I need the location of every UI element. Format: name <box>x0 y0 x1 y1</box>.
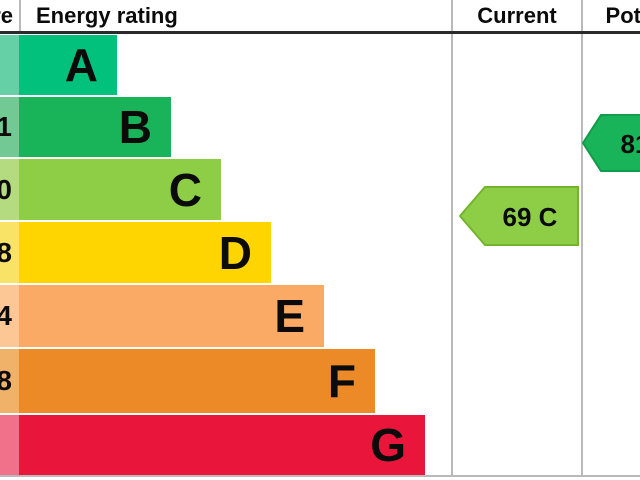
score-cell-a <box>0 35 19 95</box>
current-rating-arrow: 69 C <box>458 186 579 246</box>
band-letter-d: D <box>218 226 252 279</box>
score-value-f: 8 <box>0 365 12 396</box>
score-value-e: 4 <box>0 300 12 331</box>
potential-column-header: Potential <box>605 2 640 28</box>
score-cell-b: 1 <box>0 97 19 157</box>
band-bar-b: B <box>19 97 171 157</box>
current-arrow-shape <box>458 186 579 246</box>
potential-rating-value: 81 B <box>621 129 640 159</box>
band-bar-f: F <box>19 349 375 413</box>
current-column-divider <box>451 0 453 477</box>
band-bar-a: A <box>19 35 117 95</box>
band-bar-e: E <box>19 285 324 347</box>
band-letter-a: A <box>64 39 98 91</box>
header-underline <box>0 31 640 34</box>
potential-arrow-shape <box>581 114 640 172</box>
potential-rating-arrow: 81 B <box>581 114 640 172</box>
score-column-header: Score <box>0 2 13 28</box>
score-cell-d: 8 <box>0 222 19 283</box>
band-bar-c: C <box>19 159 221 220</box>
score-cell-f: 8 <box>0 349 19 413</box>
score-cell-e: 4 <box>0 285 19 347</box>
band-letter-b: B <box>118 101 152 153</box>
current-column-header: Current <box>477 2 557 28</box>
band-bar-d: D <box>19 222 271 283</box>
score-cell-c: 0 <box>0 159 19 220</box>
band-letter-f: F <box>327 355 356 407</box>
band-letter-c: C <box>168 163 202 216</box>
table-bottom-border <box>0 475 640 477</box>
score-cell-g <box>0 415 19 475</box>
band-bar-g: G <box>19 415 425 475</box>
score-column-divider <box>19 0 21 31</box>
band-letter-e: E <box>274 290 305 342</box>
current-rating-value: 69 C <box>503 202 558 232</box>
score-value-d: 8 <box>0 236 12 268</box>
score-value-c: 0 <box>0 173 12 205</box>
score-value-b: 1 <box>0 111 12 142</box>
energy-rating-column-header: Energy rating <box>36 2 178 28</box>
potential-column-divider <box>581 0 583 477</box>
band-letter-g: G <box>370 419 406 471</box>
